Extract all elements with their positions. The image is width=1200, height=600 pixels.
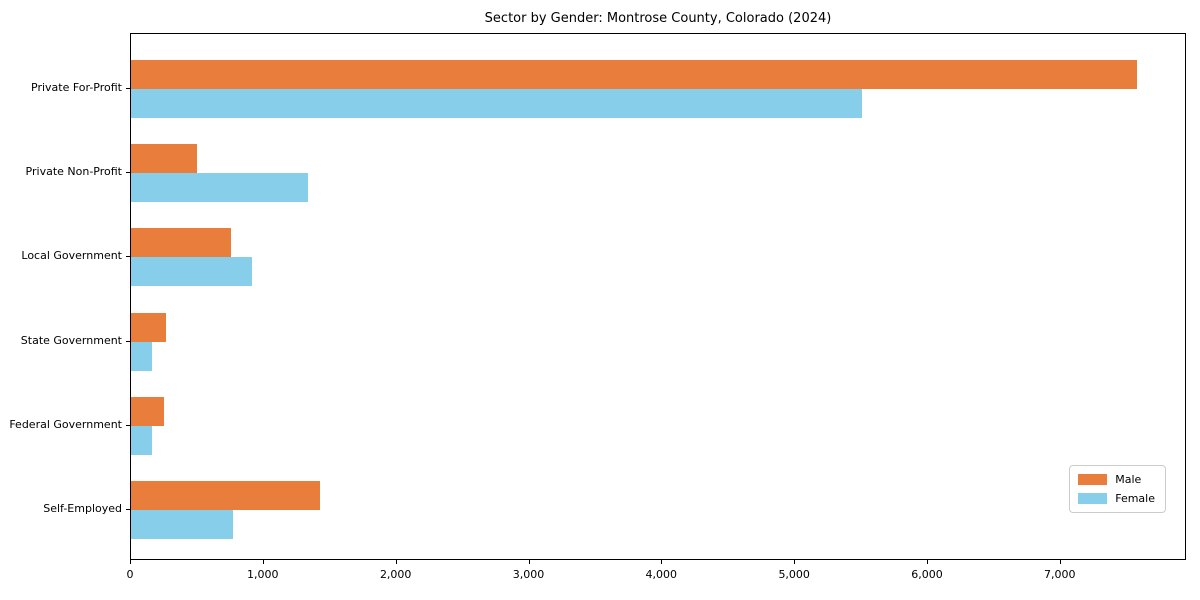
chart-title: Sector by Gender: Montrose County, Color… bbox=[484, 11, 832, 26]
y-tick-label: Local Government bbox=[21, 249, 122, 263]
legend-label-female: Female bbox=[1115, 492, 1155, 505]
legend-swatch-female-icon bbox=[1078, 493, 1108, 504]
x-tick-label: 3,000 bbox=[512, 568, 545, 581]
legend-swatch-male-icon bbox=[1078, 474, 1108, 485]
bar-male-4 bbox=[131, 396, 165, 426]
x-tick-label: 6,000 bbox=[911, 568, 943, 581]
x-tick-mark bbox=[262, 560, 264, 564]
bar-male-2 bbox=[131, 228, 231, 258]
y-tick-mark bbox=[126, 424, 130, 426]
x-tick-label: 5,000 bbox=[778, 568, 810, 581]
bar-female-4 bbox=[131, 425, 153, 455]
bar-female-0 bbox=[131, 89, 862, 118]
x-tick-mark bbox=[661, 560, 663, 564]
legend: Male Female bbox=[1069, 465, 1166, 513]
y-tick-mark bbox=[126, 256, 130, 258]
y-tick-label: Private For-Profit bbox=[31, 81, 122, 94]
x-tick-mark bbox=[794, 560, 796, 564]
bar-female-5 bbox=[131, 510, 233, 539]
y-tick-label: Federal Government bbox=[9, 417, 122, 431]
y-tick-mark bbox=[126, 509, 130, 510]
x-tick-label: 4,000 bbox=[645, 568, 678, 581]
bar-female-2 bbox=[131, 257, 252, 287]
x-tick-label: 7,000 bbox=[1044, 568, 1076, 581]
bar-male-5 bbox=[131, 481, 320, 510]
x-tick-mark bbox=[927, 560, 928, 564]
plot-area: Male Female bbox=[130, 33, 1186, 560]
bar-male-3 bbox=[131, 312, 167, 342]
y-tick-label: Private Non-Profit bbox=[25, 165, 122, 179]
x-tick-label: 0 bbox=[126, 568, 134, 581]
legend-label-male: Male bbox=[1115, 473, 1142, 486]
bar-male-1 bbox=[131, 144, 198, 174]
bar-female-1 bbox=[131, 173, 308, 203]
y-tick-mark bbox=[126, 172, 130, 174]
y-tick-label: Self-Employed bbox=[43, 502, 122, 515]
bar-male-0 bbox=[131, 60, 1137, 89]
legend-entry-female: Female bbox=[1078, 492, 1155, 505]
legend-entry-male: Male bbox=[1078, 473, 1155, 486]
bar-female-3 bbox=[131, 341, 152, 371]
x-tick-mark bbox=[395, 560, 397, 564]
y-tick-mark bbox=[126, 88, 130, 89]
x-tick-label: 2,000 bbox=[379, 568, 412, 581]
x-tick-mark bbox=[130, 560, 131, 564]
y-tick-label: State Government bbox=[20, 333, 122, 347]
x-tick-label: 1,000 bbox=[247, 568, 279, 581]
x-tick-mark bbox=[1059, 560, 1061, 564]
x-tick-mark bbox=[528, 560, 530, 564]
y-tick-mark bbox=[126, 340, 130, 342]
